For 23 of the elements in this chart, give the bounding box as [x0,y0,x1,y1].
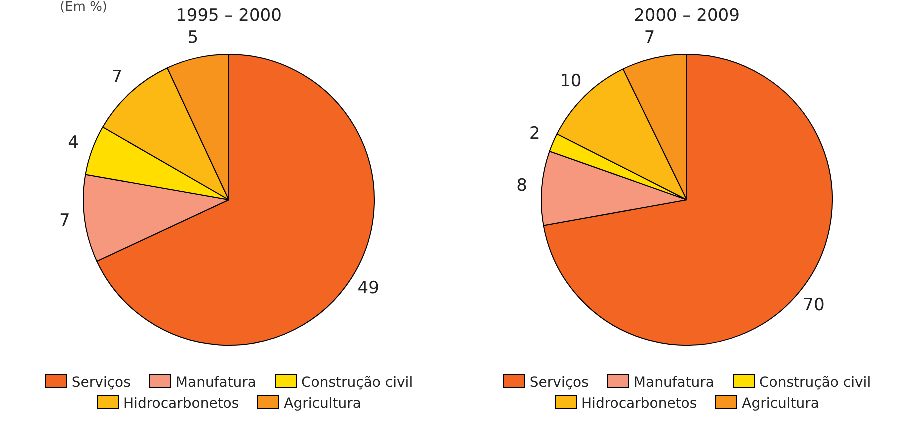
legend-label: Agricultura [283,395,362,412]
legend-label: Hidrocarbonetos [122,395,240,412]
data-label: 4 [68,132,79,153]
legend-label: Manufatura [174,374,257,391]
data-label: 70 [803,296,825,316]
legend-label: Agricultura [741,395,820,412]
data-label: 10 [560,71,582,92]
legend-label: Serviços [528,374,589,391]
legend-label: Hidrocarbonetos [580,395,698,412]
data-label: 2 [529,124,540,144]
legend-label: Serviços [70,374,131,391]
chart-title: 1995 – 2000 [176,6,282,26]
chart-title: 2000 – 2009 [633,6,741,26]
data-label: 8 [516,176,528,196]
legend-label: Construção civil [758,374,872,391]
data-label: 7 [60,211,70,232]
data-label: 5 [188,28,199,48]
legend-label: Construção civil [300,374,414,391]
legend-label: Manufatura [632,374,715,391]
text: (Em %) [60,0,108,15]
data-label: 7 [112,67,123,88]
data-label: 7 [644,28,656,48]
data-label: 49 [358,278,380,298]
